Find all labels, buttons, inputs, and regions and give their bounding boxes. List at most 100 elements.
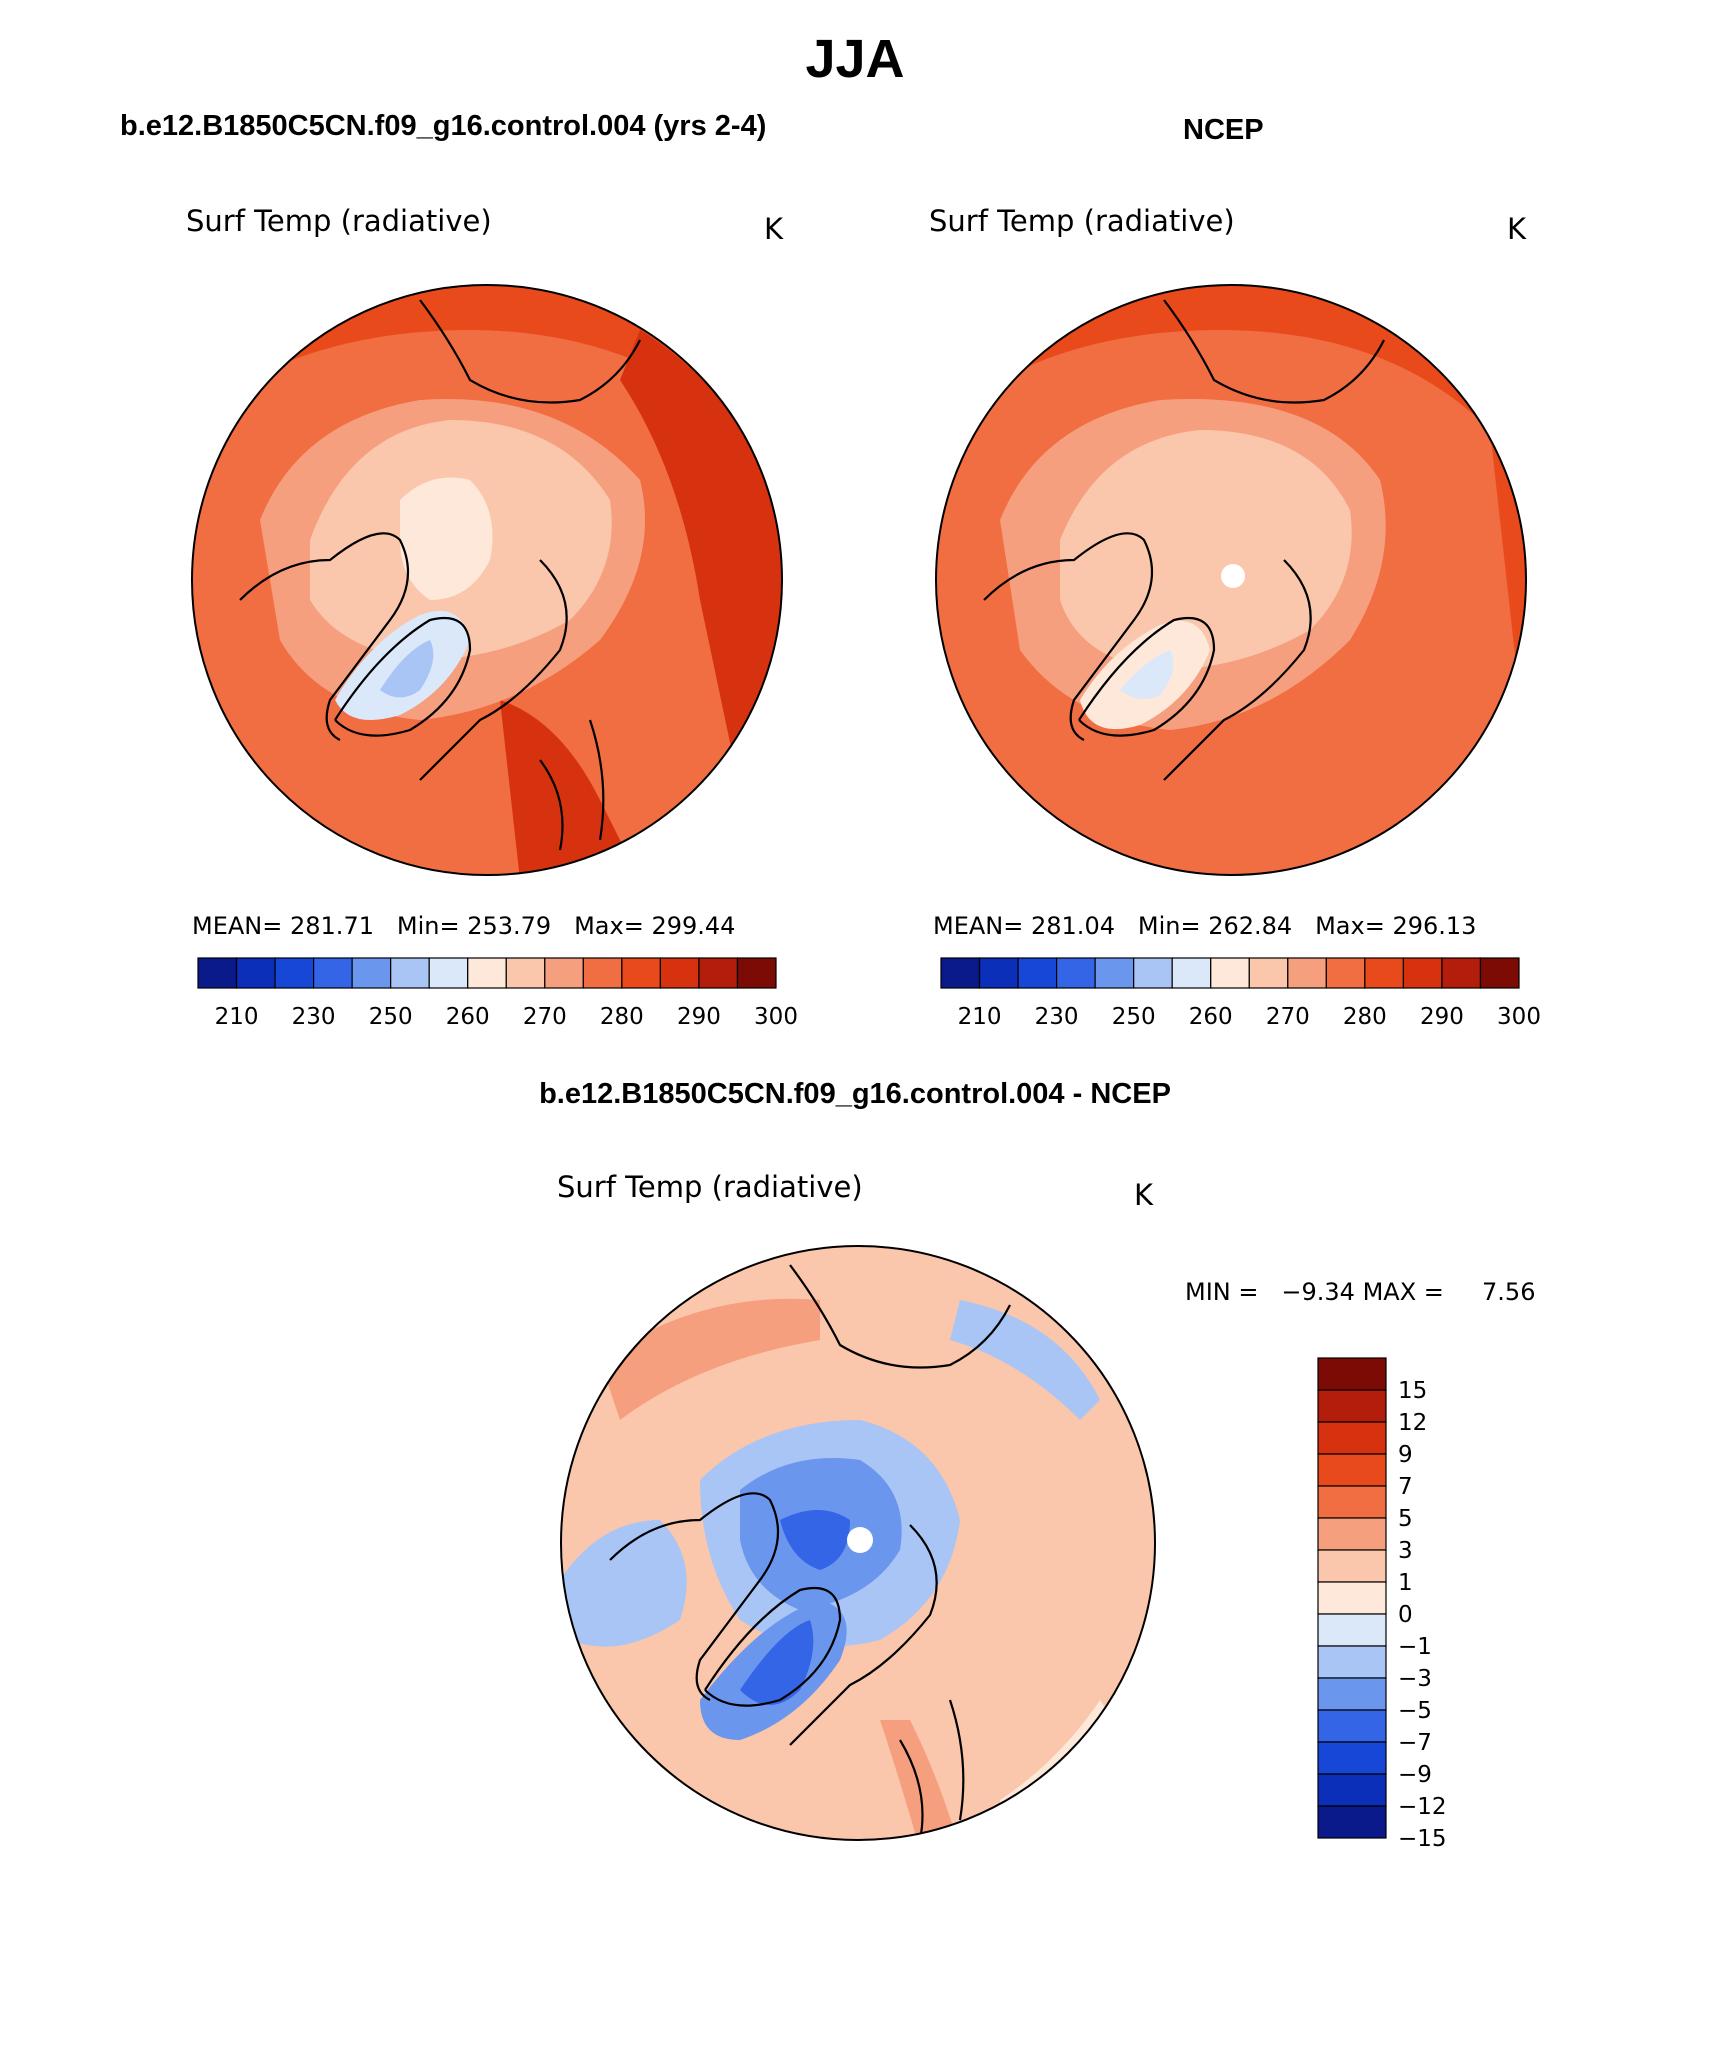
colorbar-box xyxy=(1210,957,1250,989)
panel-3-colorbar: 15 12 9 7 5 3 1 0 −1 −3 −5 −7 −9 −12 −15 xyxy=(1317,1357,1447,1852)
colorbar-box xyxy=(978,957,1019,989)
colorbar-box xyxy=(1317,1613,1387,1647)
colorbar-box xyxy=(621,957,661,989)
colorbar-label: 250 xyxy=(1112,1004,1156,1030)
colorbar-label: 9 xyxy=(1398,1442,1413,1468)
colorbar-box xyxy=(313,957,353,989)
panel-2-title: NCEP xyxy=(1183,114,1264,146)
main-title: JJA xyxy=(805,29,905,89)
colorbar-box xyxy=(1094,957,1135,989)
colorbar-box xyxy=(351,957,392,989)
colorbar-box xyxy=(390,957,430,989)
colorbar-box xyxy=(1325,957,1366,989)
colorbar-box xyxy=(698,957,739,989)
colorbar-label: −7 xyxy=(1398,1730,1432,1756)
panel-2-variable: Surf Temp (radiative) xyxy=(929,204,1235,238)
colorbar-box xyxy=(1317,1389,1387,1423)
colorbar-box xyxy=(582,957,623,989)
panel-1-units: K xyxy=(764,212,784,246)
colorbar-box xyxy=(1317,1805,1387,1839)
colorbar-box xyxy=(1317,1773,1387,1807)
colorbar-label: 12 xyxy=(1398,1410,1427,1436)
panel-1-title: b.e12.B1850C5CN.f09_g16.control.004 (yrs… xyxy=(120,110,767,142)
colorbar-box xyxy=(1317,1645,1387,1679)
colorbar-box xyxy=(428,957,469,989)
colorbar-label: 15 xyxy=(1398,1378,1427,1404)
mean-value: 281.04 xyxy=(1031,912,1115,940)
panel-3-units: K xyxy=(1134,1178,1154,1212)
colorbar-label: 230 xyxy=(292,1004,336,1030)
colorbar-label: 210 xyxy=(215,1004,259,1030)
colorbar-box xyxy=(1055,957,1096,989)
colorbar-box xyxy=(1017,957,1058,989)
colorbar-box xyxy=(1317,1357,1387,1391)
min-label: Min= xyxy=(396,912,460,940)
colorbar-label: 290 xyxy=(677,1004,721,1030)
panel-1-colorbar: 210 230 250 260 270 280 290 300 xyxy=(197,957,798,1030)
colorbar-box xyxy=(197,957,238,989)
colorbar-label: 0 xyxy=(1398,1602,1413,1628)
colorbar-box xyxy=(1248,957,1289,989)
colorbar-box xyxy=(1317,1421,1387,1455)
colorbar-box xyxy=(1171,957,1212,989)
panel-1-map xyxy=(191,284,783,876)
colorbar-box xyxy=(1317,1549,1387,1583)
max-label: Max= xyxy=(574,912,644,940)
colorbar-label: 3 xyxy=(1398,1538,1413,1564)
colorbar-label: −12 xyxy=(1398,1794,1447,1820)
colorbar-box xyxy=(659,957,700,989)
colorbar-label: 210 xyxy=(958,1004,1002,1030)
colorbar-box xyxy=(1317,1677,1387,1711)
colorbar-label: −1 xyxy=(1398,1634,1432,1660)
panel-2-stats: MEAN= 281.04 Min= 262.84 Max= 296.13 xyxy=(933,912,1476,940)
min-value: 253.79 xyxy=(467,912,552,940)
panel-1-variable: Surf Temp (radiative) xyxy=(186,204,492,238)
min-label: Min= xyxy=(1137,912,1201,940)
colorbar-box xyxy=(467,957,507,989)
colorbar-box xyxy=(544,957,584,989)
colorbar-label: 230 xyxy=(1035,1004,1079,1030)
mean-label: MEAN= xyxy=(933,912,1024,940)
colorbar-box xyxy=(1317,1709,1387,1743)
panel-3-stats: MIN = −9.34 MAX = 7.56 xyxy=(1185,1278,1535,1306)
colorbar-box xyxy=(1317,1581,1387,1615)
colorbar-box xyxy=(1133,957,1173,989)
colorbar-box xyxy=(1287,957,1327,989)
colorbar-label: 5 xyxy=(1398,1506,1413,1532)
max-value: 299.44 xyxy=(651,912,736,940)
colorbar-label: −3 xyxy=(1398,1666,1432,1692)
colorbar-label: 280 xyxy=(1343,1004,1387,1030)
colorbar-label: 290 xyxy=(1420,1004,1464,1030)
colorbar-label: 260 xyxy=(1189,1004,1233,1030)
colorbar-box xyxy=(1317,1517,1387,1551)
colorbar-box xyxy=(274,957,315,989)
colorbar-label: 270 xyxy=(1266,1004,1310,1030)
colorbar-label: 1 xyxy=(1398,1570,1413,1596)
colorbar-label: 300 xyxy=(1497,1004,1541,1030)
colorbar-label: −15 xyxy=(1398,1826,1447,1852)
colorbar-box xyxy=(1364,957,1405,989)
max-label: MAX = xyxy=(1362,1278,1444,1306)
colorbar-label: 270 xyxy=(523,1004,567,1030)
mean-label: MEAN= xyxy=(192,912,283,940)
colorbar-label: 300 xyxy=(754,1004,798,1030)
min-label: MIN = xyxy=(1185,1278,1259,1306)
colorbar-label: 260 xyxy=(446,1004,490,1030)
colorbar-box xyxy=(1402,957,1443,989)
colorbar-box xyxy=(940,957,981,989)
max-value: 296.13 xyxy=(1392,912,1477,940)
colorbar-label: −5 xyxy=(1398,1698,1432,1724)
panel-3-variable: Surf Temp (radiative) xyxy=(557,1170,863,1204)
colorbar-label: 7 xyxy=(1398,1474,1413,1500)
panel-3-title: b.e12.B1850C5CN.f09_g16.control.004 - NC… xyxy=(539,1078,1171,1110)
colorbar-label: −9 xyxy=(1398,1762,1432,1788)
panel-3-map xyxy=(560,1245,1156,1841)
colorbar-box xyxy=(1441,957,1482,989)
panel-2-map xyxy=(935,284,1527,876)
panel-2-colorbar: 210 230 250 260 270 280 290 300 xyxy=(940,957,1541,1030)
colorbar-box xyxy=(1317,1741,1387,1775)
colorbar-box xyxy=(235,957,276,989)
max-label: Max= xyxy=(1315,912,1385,940)
colorbar-box xyxy=(1317,1453,1387,1487)
